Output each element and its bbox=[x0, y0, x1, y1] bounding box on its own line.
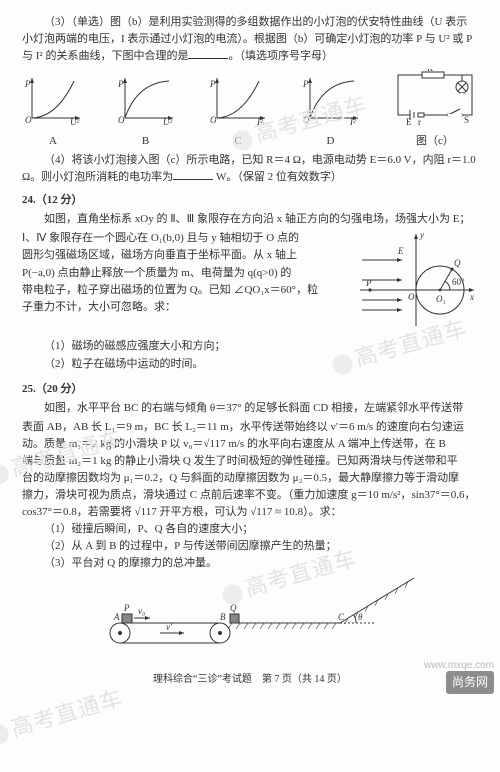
svg-text:v₀: v₀ bbox=[138, 606, 145, 616]
q25-line3: 动。质量 m₁＝2 kg 的小滑块 P 以 v₀＝√117 m/s 的水平向右速… bbox=[22, 436, 478, 453]
chart-b: P O U² B bbox=[115, 73, 177, 150]
svg-text:r: r bbox=[418, 117, 421, 125]
svg-text:Q: Q bbox=[230, 603, 237, 613]
svg-text:y: y bbox=[419, 230, 424, 240]
page-footer: 理科综合“三诊”考试题 第 7 页（共 14 页） bbox=[22, 672, 478, 688]
q23-part3-text: （3）（单选）图（b）是利用实验测得的多组数据作出的小灯泡的伏安特性曲线（U 表… bbox=[22, 14, 478, 65]
q24-sub1: （1）磁场的磁感应强度大小和方向； bbox=[22, 338, 478, 355]
q25-sub3: （3）平台对 Q 的摩擦力的总冲量。 bbox=[22, 555, 478, 572]
q25-line1: 如图，水平平台 BC 的右端与倾角 θ＝37° 的足够长斜面 CD 相接，左端紧… bbox=[22, 400, 478, 417]
svg-text:O₁: O₁ bbox=[436, 294, 446, 304]
svg-text:P: P bbox=[117, 79, 124, 89]
q25-line4: 端与质量 m₂＝1 kg 的静止小滑块 Q 发生了时间极短的弹性碰撞。已知两滑块… bbox=[22, 453, 478, 470]
q25-line6: 擦力，滑块可视为质点，滑块通过 C 点前后速率不变。（重力加速度 g＝10 m/… bbox=[22, 487, 478, 504]
svg-text:x: x bbox=[469, 292, 474, 302]
q23-part4-text: （4）将该小灯泡接入图（c）所示电路，已知 R＝4 Ω，电源电动势 E＝6.0 … bbox=[22, 152, 478, 186]
svg-text:P: P bbox=[123, 603, 130, 613]
svg-text:Q: Q bbox=[454, 258, 461, 268]
circuit-c-label: 图（c） bbox=[392, 133, 478, 150]
svg-text:S: S bbox=[464, 115, 469, 125]
svg-text:P: P bbox=[209, 79, 216, 89]
q25-number: 25.（20 分） bbox=[22, 381, 478, 398]
q25-line5: 台的动摩擦因数均为 μ₁＝0.2，Q 与斜面的动摩擦因数为 μ₂＝0.5，最大静… bbox=[22, 470, 478, 487]
svg-text:O: O bbox=[303, 115, 310, 125]
svg-text:θ: θ bbox=[358, 612, 363, 622]
svg-text:I²: I² bbox=[349, 117, 356, 125]
svg-text:D: D bbox=[409, 578, 417, 580]
chart-d-label: D bbox=[300, 133, 362, 150]
svg-text:O: O bbox=[210, 115, 217, 125]
svg-text:P: P bbox=[24, 79, 31, 89]
q24-line1: 如图，直角坐标系 xOy 的 Ⅱ、Ⅲ 象限存在方向沿 x 轴正方向的匀强电场，场… bbox=[22, 211, 478, 228]
circuit-c: R S bbox=[392, 69, 478, 150]
q24-number: 24.（12 分） bbox=[22, 192, 478, 209]
q23-charts-row: P O U² A P O U² B bbox=[22, 69, 478, 150]
q25-sub2: （2）从 A 到 B 的过程中，P 与传送带间因摩擦产生的热量； bbox=[22, 538, 478, 555]
svg-text:E: E bbox=[406, 117, 412, 125]
q25-figure: v' P v₀ A Q B C bbox=[22, 578, 478, 664]
chart-c: P O I² C bbox=[207, 73, 269, 150]
svg-text:B: B bbox=[220, 612, 226, 622]
svg-text:U²: U² bbox=[70, 117, 79, 125]
svg-text:60°: 60° bbox=[452, 277, 465, 287]
chart-a-label: A bbox=[22, 133, 84, 150]
chart-c-label: C bbox=[207, 133, 269, 150]
svg-text:P: P bbox=[302, 79, 309, 89]
svg-text:P: P bbox=[365, 278, 372, 288]
chart-a: P O U² A bbox=[22, 73, 84, 150]
svg-text:A: A bbox=[113, 612, 120, 622]
q24-figure: x y O E P O₁ Q 60° bbox=[358, 230, 478, 336]
svg-text:I²: I² bbox=[256, 117, 263, 125]
watermark: 高考直通车 bbox=[0, 682, 127, 753]
svg-text:O: O bbox=[118, 115, 125, 125]
q25-line2: 表面 AB，AB 长 L₁＝9 m，BC 长 L₂＝11 m，水平传送带始终以 … bbox=[22, 419, 478, 436]
q25-sub1: （1）碰撞后瞬间，P、Q 各自的速度大小； bbox=[22, 521, 478, 538]
q25-line7: cos37°＝0.8，若需要将 √117 开平方根，可认为 √117 ≈ 10.… bbox=[22, 504, 478, 521]
chart-b-label: B bbox=[115, 133, 177, 150]
stamp-main: 尚务网 bbox=[446, 671, 494, 694]
svg-text:O: O bbox=[25, 115, 32, 125]
svg-text:U²: U² bbox=[163, 117, 172, 125]
chart-d: P O I² D bbox=[300, 73, 362, 150]
svg-text:E: E bbox=[397, 246, 404, 256]
svg-text:R: R bbox=[427, 69, 433, 73]
svg-text:O: O bbox=[408, 292, 415, 302]
q24-sub2: （2）粒子在磁场中运动的时间。 bbox=[22, 356, 478, 373]
